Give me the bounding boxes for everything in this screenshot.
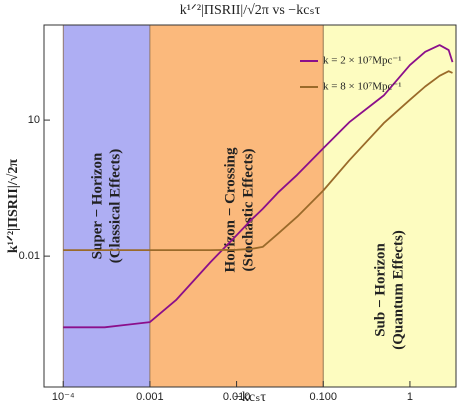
x-tick-label: 0.010 [223, 391, 251, 403]
x-tick-label: 1 [407, 391, 413, 403]
region-label: Super − Horizon [89, 152, 105, 259]
region-sublabel: (Quantum Effects) [390, 230, 406, 350]
x-axis-label: −kcₛτ [234, 390, 266, 405]
legend-label: k = 8 × 10⁷Mpc⁻¹ [323, 81, 402, 93]
x-tick-label: 0.100 [309, 391, 337, 403]
data-line [63, 70, 453, 251]
region-sublabel: (Classical Effects) [107, 149, 123, 264]
plot-frame [43, 24, 457, 388]
region-label: Horizon − Crossing [222, 147, 238, 272]
y-tick-label: 0.01 [19, 250, 40, 262]
legend-label: k = 2 × 10⁷Mpc⁻¹ [323, 55, 402, 67]
x-tick-label: 0.001 [136, 391, 164, 403]
region [149, 24, 324, 388]
region-label: Sub − Horizon [372, 243, 388, 337]
data-line [63, 44, 454, 329]
x-tick-label: 10⁻⁴ [52, 391, 75, 403]
region-sublabel: (Stochastic Effects) [240, 149, 256, 272]
y-axis-label: k¹ᐟ²|ΠSRII|/√2π [6, 159, 21, 254]
y-tick-label: 10 [28, 114, 40, 126]
chart-title: k¹ᐟ²|ΠSRII|/√2π vs −kcₛτ [180, 3, 321, 18]
